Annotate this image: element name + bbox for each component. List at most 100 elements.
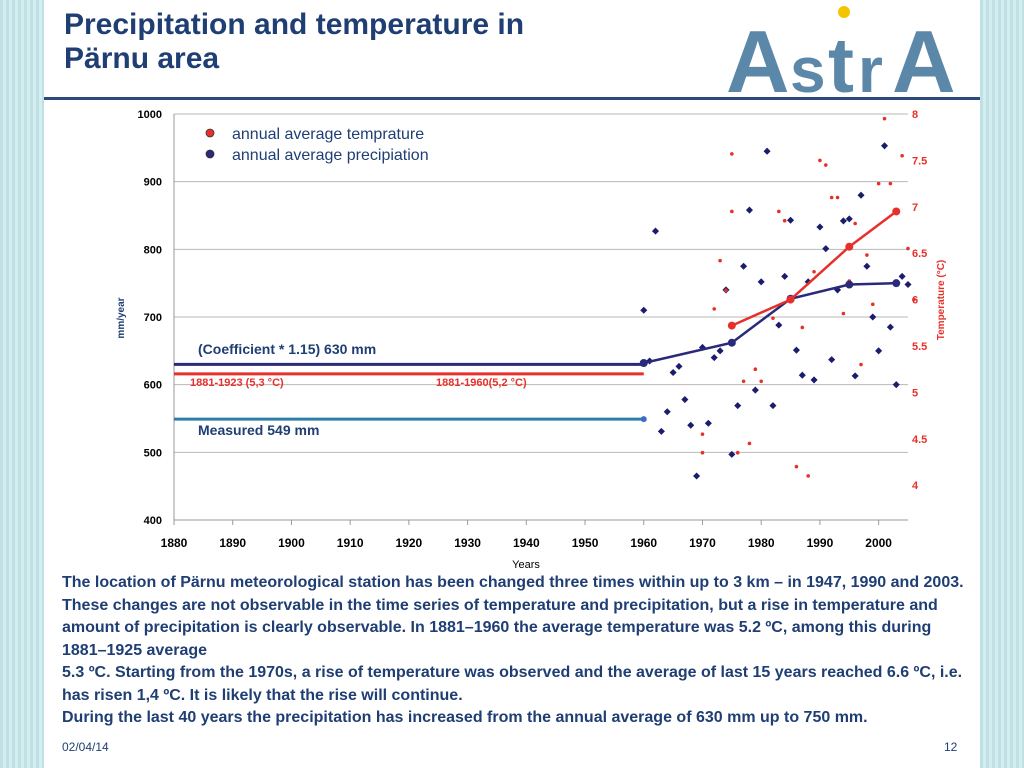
precipitation-point: [728, 450, 736, 458]
y2-tick-label: 4: [912, 480, 919, 492]
temperature-trend-line: [731, 210, 898, 327]
svg-text:A: A: [892, 12, 956, 96]
x-tick-label: 1970: [689, 536, 716, 550]
svg-text:t: t: [828, 21, 854, 96]
y-tick-label: 800: [144, 244, 162, 256]
precipitation-point: [869, 313, 877, 321]
svg-text:s: s: [790, 34, 826, 96]
x-tick-label: 2000: [865, 536, 892, 550]
y-tick-label: 1000: [138, 109, 162, 121]
temperature-point: [800, 325, 805, 330]
temperature-point: [900, 153, 904, 158]
y2-tick-label: 7.5: [912, 155, 927, 167]
right-border-decoration: [980, 0, 1024, 768]
y2-axis-label: Temperature (°C): [936, 260, 947, 341]
precipitation-point: [886, 323, 894, 331]
temperature-point: [888, 181, 893, 186]
precipitation-trend-point: [892, 279, 901, 288]
precipitation-point: [740, 262, 748, 270]
precipitation-point: [710, 354, 718, 362]
temperature-point: [876, 181, 881, 186]
temperature-point: [771, 316, 775, 320]
y2-tick-label: 5.5: [912, 341, 927, 353]
chart-grid: 400500600700800900100044.555.566.577.581…: [138, 109, 928, 550]
temperature-point: [700, 432, 705, 436]
x-tick-label: 1990: [807, 536, 834, 550]
y2-tick-label: 7: [912, 202, 918, 214]
precipitation-point: [839, 217, 847, 225]
temperature-point: [753, 367, 758, 372]
temperature-trend-point: [845, 242, 854, 251]
description-paragraph-3: During the last 40 years the precipitati…: [62, 709, 868, 726]
y2-tick-label: 5: [912, 387, 918, 399]
y2-tick-label: 8: [912, 109, 918, 121]
precipitation-point: [781, 272, 789, 280]
precipitation-point: [651, 227, 660, 235]
precipitation-point: [675, 362, 683, 370]
y2-tick-label: 6.5: [912, 248, 927, 260]
precipitation-point: [810, 376, 818, 384]
temperature-point: [718, 258, 722, 263]
temperature-point: [759, 379, 763, 384]
description-paragraph-2: 5.3 ºC. Starting from the 1970s, a rise …: [62, 664, 963, 704]
temperature-point: [870, 302, 875, 307]
temperature-point: [812, 269, 816, 274]
temperature-point: [806, 474, 810, 478]
svg-text:A: A: [726, 12, 790, 96]
temperature-trend-point: [786, 295, 795, 304]
temperature-trend-point: [892, 207, 901, 216]
reference-lines: [174, 362, 647, 423]
x-tick-label: 1910: [337, 536, 364, 550]
y-tick-label: 400: [144, 515, 162, 527]
precipitation-point: [798, 371, 806, 379]
temperature-point: [777, 209, 781, 214]
temperature-point: [829, 195, 834, 200]
coefficient-annotation: (Coefficient * 1.15) 630 mm: [198, 341, 376, 357]
precipitation-point: [775, 321, 783, 329]
precipitation-point: [822, 245, 830, 253]
x-tick-label: 1880: [161, 536, 188, 550]
x-tick-label: 1960: [630, 536, 657, 550]
precipitation-point: [693, 472, 701, 480]
precipitation-trend-point: [639, 359, 648, 368]
temperature-point: [730, 152, 734, 156]
temperature-point: [730, 209, 734, 214]
precipitation-point: [857, 191, 865, 199]
astra-logo: A s t r A: [726, 6, 956, 96]
temperature-point: [912, 297, 916, 302]
slide: Precipitation and temperature in Pärnu a…: [44, 0, 980, 768]
measured-annotation: Measured 549 mm: [198, 422, 319, 438]
x-tick-label: 1940: [513, 536, 540, 550]
left-border-decoration: [0, 0, 44, 768]
temperature-point: [841, 311, 846, 316]
precipitation-trend-line: [643, 281, 897, 365]
slide-description: The location of Pärnu meteorological sta…: [62, 572, 972, 730]
precipitation-point: [880, 142, 889, 150]
precipitation-point: [757, 278, 765, 286]
precipitation-point: [875, 347, 883, 355]
precipitation-point: [892, 381, 900, 389]
precipitation-point: [734, 402, 742, 410]
temperature-point: [882, 116, 887, 121]
temperature-point: [853, 221, 857, 226]
precipitation-point: [687, 421, 695, 429]
precipitation-point: [845, 215, 853, 223]
precipitation-point: [863, 262, 871, 270]
y-tick-label: 700: [144, 312, 162, 324]
x-axis-label: Years: [512, 559, 540, 570]
temperature-point: [865, 253, 869, 257]
temperature-point: [747, 441, 752, 446]
data-points: [640, 116, 916, 480]
precipitation-trend-point: [727, 338, 736, 347]
chart-legend: annual average temprature annual average…: [205, 126, 429, 164]
period1-annotation: 1881-1923 (5,3 °C): [190, 377, 284, 389]
temperature-point: [823, 163, 828, 167]
chart: 400500600700800900100044.555.566.577.581…: [116, 109, 947, 570]
temperature-point: [782, 218, 787, 223]
precipitation-point: [704, 419, 712, 427]
precipitation-point: [663, 408, 671, 416]
x-tick-label: 1930: [454, 536, 481, 550]
trend-lines: [639, 207, 901, 368]
title-line-1: Precipitation and temperature in: [64, 8, 525, 41]
precipitation-point: [904, 280, 912, 289]
